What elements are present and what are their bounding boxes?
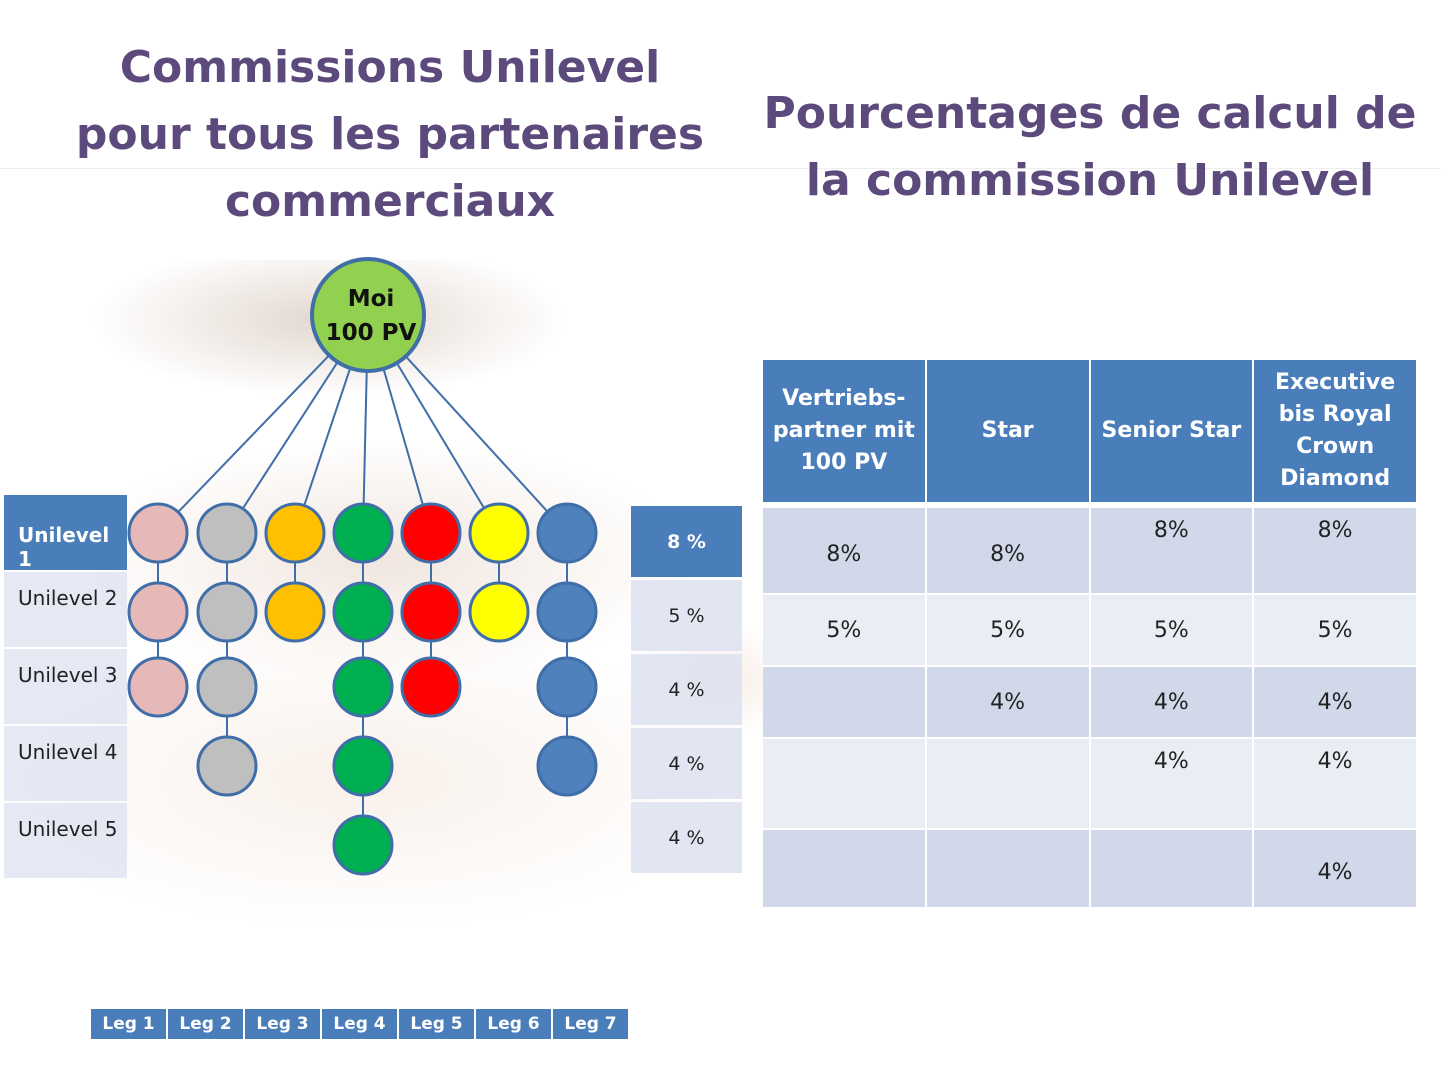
partner-node: [536, 581, 598, 643]
root-label-line-2: 100 PV: [326, 320, 417, 346]
table-cell: 4%: [1254, 739, 1416, 830]
unilevel-percentage: 4 %: [631, 802, 742, 873]
partner-node: [196, 656, 258, 718]
unilevel-labels: Unilevel 1 Unilevel 2 Unilevel 3 Unileve…: [4, 495, 127, 880]
partner-node: [196, 502, 258, 564]
leg-label: Leg 5: [399, 1009, 474, 1039]
left-title: Commissions Unilevel pour tous les parte…: [60, 34, 720, 235]
root-label-line-1: Moi: [348, 286, 395, 312]
partner-node: [127, 581, 189, 643]
tree-connector: [395, 362, 485, 509]
commission-rates-table: Vertriebs-partner mit 100 PV Star Senior …: [761, 360, 1418, 909]
unilevel-label: Unilevel 1: [4, 495, 127, 571]
left-title-line-3: commerciaux: [224, 176, 556, 227]
table-cell: [1090, 830, 1253, 909]
leg-label: Leg 6: [476, 1009, 551, 1039]
table-header-row: Vertriebs-partner mit 100 PV Star Senior …: [763, 360, 1416, 508]
unilevel-percentage: 8 %: [631, 506, 742, 577]
table-cell: [763, 667, 925, 739]
header-vertriebspartner: Vertriebs-partner mit 100 PV: [763, 360, 925, 508]
table-cell: 8%: [1090, 508, 1253, 595]
tree-connector: [382, 368, 424, 506]
right-title: Pourcentages de calcul de la commission …: [760, 80, 1420, 214]
table-cell: 8%: [926, 508, 1089, 595]
root-circle: [310, 257, 426, 373]
unilevel-percentages: 8 % 5 % 4 % 4 % 4 %: [631, 506, 742, 876]
header-star: Star: [926, 360, 1089, 508]
tree-edges: [157, 354, 568, 816]
root-node: Moi 100 PV: [310, 257, 426, 373]
tree-connector: [362, 370, 368, 505]
table-row: 8% 8% 8% 8%: [763, 508, 1416, 595]
partner-node: [196, 735, 258, 797]
header-executive: Executive bis Royal Crown Diamond: [1254, 360, 1416, 508]
partner-node: [400, 502, 462, 564]
partner-node: [536, 656, 598, 718]
table-row: 5% 5% 5% 5%: [763, 595, 1416, 667]
partner-node: [332, 502, 394, 564]
leg-label: Leg 1: [91, 1009, 166, 1039]
tree-connector: [303, 367, 352, 506]
divider-line: [0, 168, 1441, 169]
partner-node: [468, 581, 530, 643]
leg-label: Leg 2: [168, 1009, 243, 1039]
unilevel-percentage: 4 %: [631, 728, 742, 799]
partner-node: [196, 581, 258, 643]
table-cell: 5%: [1254, 595, 1416, 667]
tree-connector: [405, 355, 549, 513]
unilevel-percentage: 4 %: [631, 654, 742, 725]
right-title-line-2: la commission Unilevel: [805, 155, 1375, 206]
table-cell: 5%: [926, 595, 1089, 667]
partner-node: [400, 581, 462, 643]
leg-label: Leg 3: [245, 1009, 320, 1039]
table-cell: 4%: [926, 667, 1089, 739]
partner-node: [264, 581, 326, 643]
partner-node: [536, 735, 598, 797]
table-cell: 4%: [1254, 667, 1416, 739]
tree-connector: [241, 361, 339, 510]
table-row: 4%: [763, 830, 1416, 909]
tree-connector: [177, 354, 330, 513]
unilevel-percentage: 5 %: [631, 580, 742, 651]
table-cell: 8%: [763, 508, 925, 595]
partner-node: [264, 502, 326, 564]
partner-node: [127, 656, 189, 718]
header-senior-star: Senior Star: [1090, 360, 1253, 508]
table-cell: [763, 739, 925, 830]
table-row: 4% 4%: [763, 739, 1416, 830]
table-cell: 4%: [1254, 830, 1416, 909]
partner-node: [332, 814, 394, 876]
left-title-line-2: pour tous les partenaires: [75, 109, 705, 160]
leg-label: Leg 7: [553, 1009, 628, 1039]
partner-node: [400, 656, 462, 718]
downline-tree: Moi 100 PV: [127, 257, 598, 876]
leg-labels: Leg 1 Leg 2 Leg 3 Leg 4 Leg 5 Leg 6 Leg …: [91, 1009, 630, 1039]
table-cell: [763, 830, 925, 909]
table-cell: [926, 830, 1089, 909]
partner-node: [536, 502, 598, 564]
leg-label: Leg 4: [322, 1009, 397, 1039]
tree-nodes: [127, 502, 598, 876]
partner-node: [127, 502, 189, 564]
partner-node: [332, 656, 394, 718]
table-row: 4% 4% 4%: [763, 667, 1416, 739]
unilevel-label: Unilevel 2: [4, 572, 127, 647]
left-title-line-1: Commissions Unilevel: [119, 42, 661, 93]
table-cell: 4%: [1090, 667, 1253, 739]
table-cell: 8%: [1254, 508, 1416, 595]
partner-node: [468, 502, 530, 564]
partner-node: [332, 735, 394, 797]
partner-node: [332, 581, 394, 643]
unilevel-label: Unilevel 3: [4, 649, 127, 724]
right-title-line-1: Pourcentages de calcul de: [763, 88, 1417, 139]
table-cell: [926, 739, 1089, 830]
table-cell: 5%: [1090, 595, 1253, 667]
table-cell: 5%: [763, 595, 925, 667]
table-cell: 4%: [1090, 739, 1253, 830]
unilevel-label: Unilevel 4: [4, 726, 127, 801]
unilevel-label: Unilevel 5: [4, 803, 127, 878]
